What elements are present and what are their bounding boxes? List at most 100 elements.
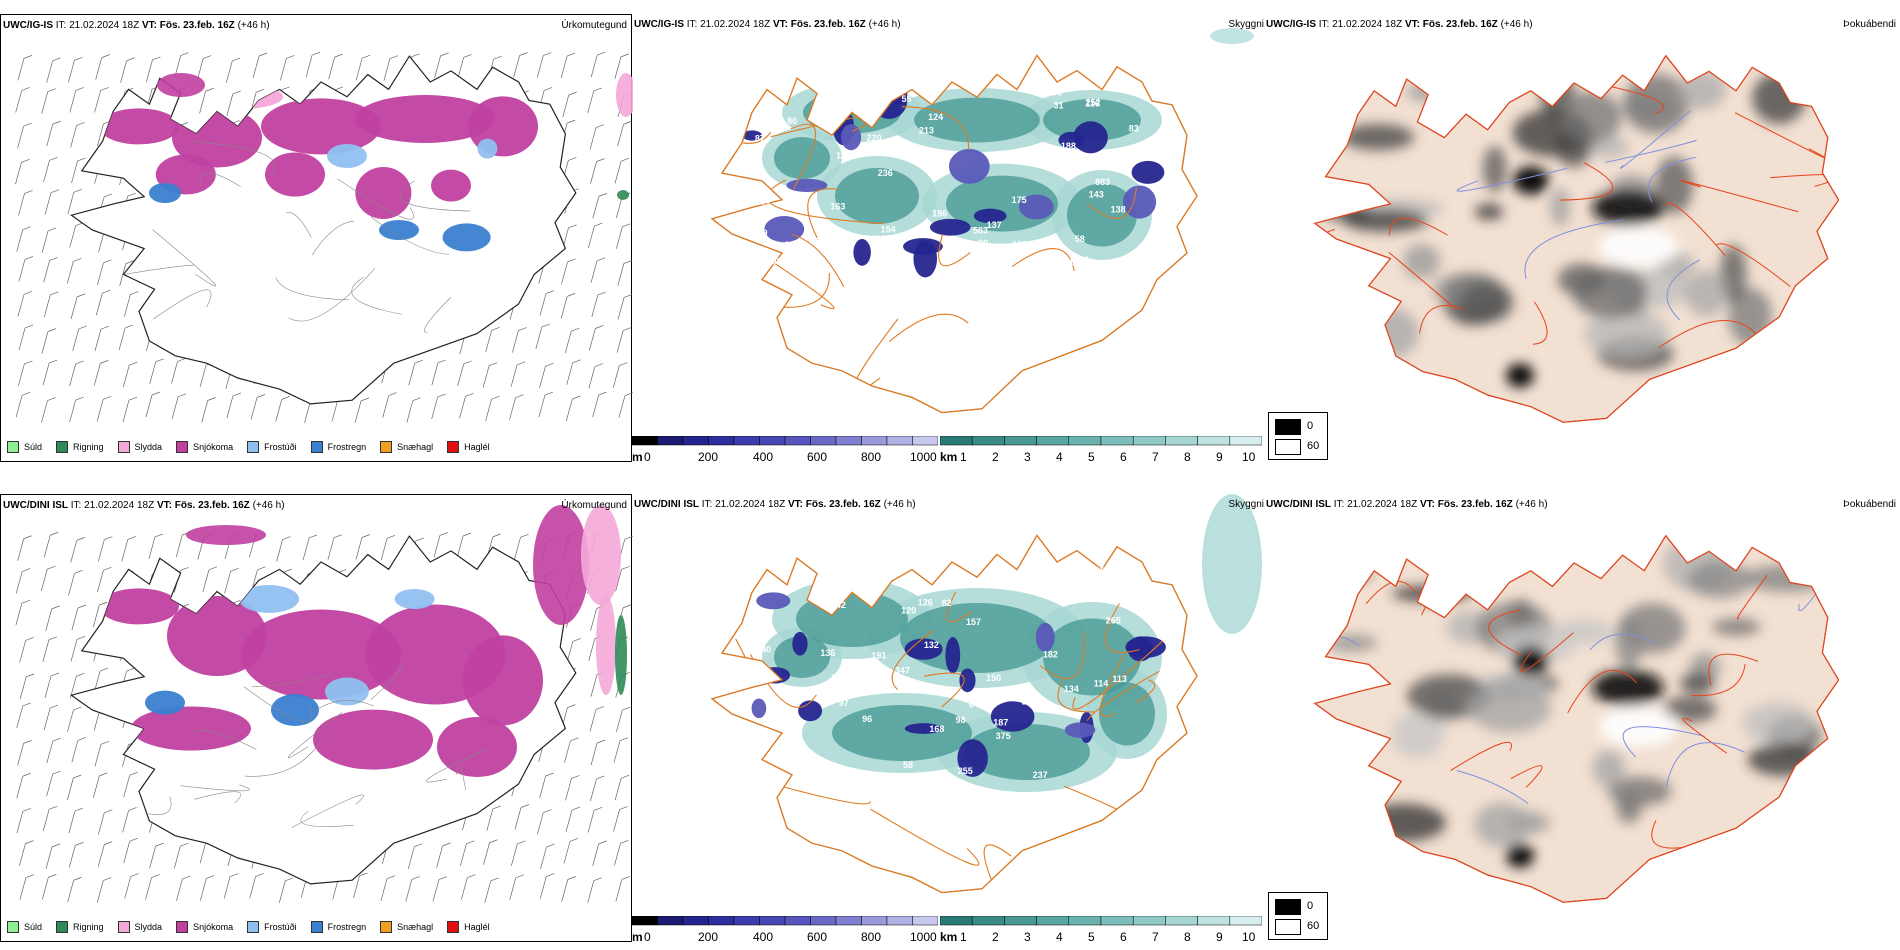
ceiling-label: 175 — [1012, 195, 1027, 205]
ceiling-label: 154 — [881, 225, 896, 235]
ceiling-colorbar-row1: m 0 200 400 600 800 1000 — [632, 436, 938, 466]
ceiling-label: 114 — [1094, 679, 1109, 689]
colorbar-swatch — [733, 916, 760, 926]
ceiling-label: 163 — [1068, 577, 1083, 587]
fog-shade-label: 0 — [1307, 420, 1314, 432]
legend-item-freezing-rain: Frostregn — [310, 921, 366, 933]
ceiling-label: 120 — [901, 605, 916, 615]
ceiling-label: 113 — [1112, 674, 1127, 684]
precip-map-row2 — [15, 505, 633, 903]
ceiling-label: 883 — [1095, 177, 1110, 187]
legend-item-snow: Snjókoma — [176, 921, 233, 933]
visibility-tick: 3 — [1024, 930, 1031, 944]
fog-shade-light — [1275, 439, 1301, 455]
legend-item-rain: Rigning — [56, 441, 104, 453]
ceiling-label: 182 — [1131, 770, 1146, 780]
ceiling-label: 140 — [756, 645, 771, 655]
colorbar-swatch — [682, 916, 709, 926]
ceiling-label: 214 — [755, 197, 770, 207]
ceiling-label: 138 — [1111, 205, 1126, 215]
ceiling-label: 92 — [752, 166, 762, 176]
ceiling-label: 90 — [978, 238, 988, 248]
ceiling-label: 68 — [1048, 269, 1058, 279]
visibility-tick: 8 — [1184, 930, 1191, 944]
colorbar-swatch — [886, 916, 913, 926]
ceiling-colorbar-swatches — [632, 436, 938, 446]
colorbar-swatch — [1036, 436, 1070, 446]
visibility-tick: 7 — [1152, 930, 1159, 944]
visibility-map-row1: 90 109 103 308 124 196 214 220 246 163 116 154 145 13… — [710, 28, 1254, 414]
ceiling-label: 150 — [986, 673, 1001, 683]
colorbar-swatch — [759, 436, 786, 446]
colorbar-swatch — [940, 436, 973, 446]
ceiling-label: 126 — [1158, 244, 1173, 254]
fog-shade-label: 0 — [1307, 900, 1314, 912]
ceiling-colorbar-row2: m 0 200 400 600 800 1000 — [632, 916, 938, 946]
ceiling-label: 65 — [751, 622, 761, 632]
ceiling-label: 109 — [752, 228, 767, 238]
ceiling-tick: 800 — [861, 450, 882, 464]
ceiling-label: 132 — [924, 640, 939, 650]
legend-item-sleet: Slydda — [117, 441, 162, 453]
panel-title: Þokuábendi — [1843, 499, 1896, 510]
colorbar-swatch — [1229, 916, 1262, 926]
ceiling-tick: 800 — [861, 930, 882, 944]
panel-header: UWC/DINI ISL IT: 21.02.2024 18Z VT: Fös.… — [3, 500, 285, 511]
ceiling-unit: m — [632, 450, 643, 464]
ceiling-label: 236 — [878, 168, 893, 178]
colorbar-swatch — [1036, 916, 1070, 926]
colorbar-swatch — [1004, 916, 1037, 926]
visibility-tick: 5 — [1088, 930, 1095, 944]
legend-item-sleet: Slydda — [117, 921, 162, 933]
panel-title: Úrkomutegund — [561, 500, 627, 511]
ceiling-label: 78 — [934, 159, 944, 169]
colorbar-swatch — [1132, 436, 1166, 446]
ceiling-label: 187 — [993, 718, 1008, 728]
legend-item-rain: Rigning — [56, 921, 104, 933]
fog-shade-legend-row2: 0 60 — [1268, 892, 1328, 940]
colorbar-swatch — [1229, 436, 1262, 446]
ceiling-label: 103 — [767, 256, 782, 266]
colorbar-swatch — [1197, 916, 1231, 926]
ceiling-tick: 200 — [698, 930, 719, 944]
visibility-tick: 9 — [1216, 450, 1223, 464]
visibility-tick: 5 — [1088, 450, 1095, 464]
ceiling-label: 90 — [871, 251, 881, 261]
ceiling-label: 136 — [820, 648, 835, 658]
colorbar-swatch — [886, 436, 913, 446]
colorbar-swatch — [1197, 436, 1231, 446]
ceiling-label: 213 — [919, 125, 934, 135]
fog-indicator-panel-row1: UWC/IG-IS IT: 21.02.2024 18Z VT: Fös. 23… — [1264, 14, 1900, 462]
colorbar-swatch — [784, 916, 811, 926]
colorbar-swatch — [1100, 916, 1134, 926]
ceiling-label: 208 — [831, 673, 846, 683]
ceiling-label: 134 — [1064, 684, 1079, 694]
legend-item-ice-pellets: Snæhagl — [380, 921, 433, 933]
colorbar-swatch — [861, 436, 888, 446]
colorbar-swatch — [810, 916, 837, 926]
ceiling-label: 145 — [762, 111, 777, 121]
ceiling-label: 116 — [1085, 99, 1100, 109]
visibility-colorbar-swatches — [940, 916, 1262, 926]
colorbar-swatch — [1068, 436, 1102, 446]
ceiling-label: 124 — [928, 112, 943, 122]
precip-legend: Súld Rigning Slydda Snjókoma Frostúði Fr… — [7, 921, 504, 933]
precip-type-panel-row1: UWC/IG-IS IT: 21.02.2024 18Z VT: Fös. 23… — [0, 14, 633, 462]
ceiling-label: 251 — [871, 234, 886, 244]
ceiling-label: 103 — [742, 163, 757, 173]
ceiling-label: 347 — [895, 665, 910, 675]
ceiling-tick: 1000 — [910, 450, 937, 464]
visibility-tick: 8 — [1184, 450, 1191, 464]
visibility-tick: 6 — [1120, 930, 1127, 944]
colorbar-swatch — [1068, 916, 1102, 926]
fog-shade-light — [1275, 919, 1301, 935]
ceiling-label: 191 — [871, 650, 886, 660]
precip-map-row1 — [15, 51, 633, 423]
ceiling-label: 246 — [932, 276, 947, 286]
visibility-panel-row2: 120 126 182 134 227 375 140 113 58 255 132 187 64 191… — [632, 494, 1264, 942]
ceiling-label: 117 — [1064, 258, 1079, 268]
colorbar-swatch — [657, 916, 684, 926]
ceiling-label: 237 — [1033, 770, 1048, 780]
visibility-tick: 9 — [1216, 930, 1223, 944]
ceiling-label: 223 — [1022, 696, 1037, 706]
